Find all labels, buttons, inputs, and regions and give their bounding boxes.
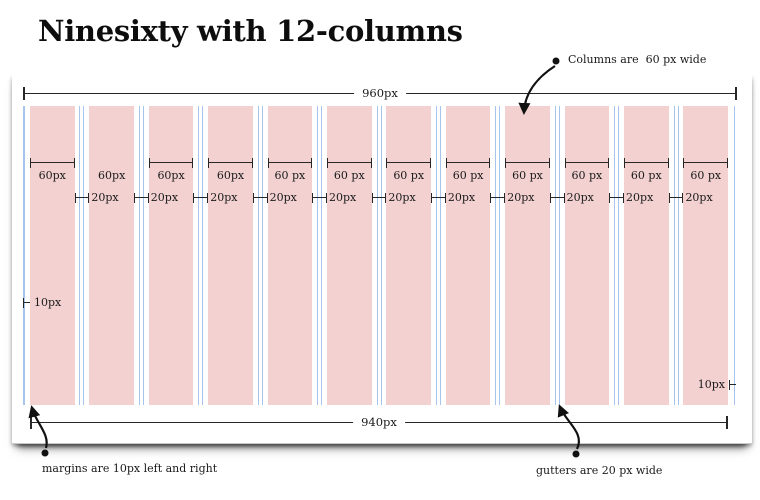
ruler-940: 940px <box>30 416 728 429</box>
note-gutters: gutters are 20 px wide <box>536 464 663 477</box>
note-margins-dot <box>41 449 49 457</box>
columns-container: 60px 10px 60px 20px 60px 20px 60px 20px 60 px 20p… <box>23 106 736 405</box>
column-width-bracket <box>683 158 728 168</box>
left-margin-bracket <box>23 298 30 308</box>
gutter-width-label: 20px <box>447 191 476 204</box>
gutter-width-label: 20px <box>626 191 654 204</box>
ruler-tick-right <box>726 416 728 429</box>
gutter-guide-lines <box>79 106 85 405</box>
ruler-960-label: 960px <box>354 87 406 100</box>
note-columns-dot <box>552 57 560 65</box>
gutter-guide-lines <box>673 106 679 405</box>
page-title: Ninesixty with 12-columns <box>38 14 463 48</box>
column-width-bracket <box>624 158 669 168</box>
column-width-bracket <box>386 158 431 168</box>
column-width-label: 60 px <box>630 169 662 182</box>
gutter-guide-lines <box>554 106 560 405</box>
note-margins: margins are 10px left and right <box>42 462 218 475</box>
gutter-width-bracket <box>490 193 506 203</box>
grid-sheet: 960px 60px 10px 60px 20px 60px 20px 60px 20px 60… <box>12 70 752 444</box>
column-width-label: 60px <box>38 169 66 182</box>
gutter-width-label: 20px <box>507 191 535 204</box>
gutter-width-label: 20px <box>388 191 416 204</box>
column-width-label: 60 px <box>393 169 425 182</box>
gutter-guide-lines <box>257 106 263 405</box>
column-width-bracket <box>445 158 491 168</box>
column-width-bracket <box>208 158 253 168</box>
left-margin-label: 10px <box>34 296 62 309</box>
gutter-width-label: 20px <box>329 191 357 204</box>
column-width-label: 60 px <box>571 169 603 182</box>
column-width-label: 60 px <box>274 169 306 182</box>
ruler-960: 960px <box>23 87 737 100</box>
gutter-width-bracket <box>371 193 387 203</box>
gutter-guide-lines <box>376 106 382 405</box>
right-margin-bracket <box>728 380 736 390</box>
column-width-bracket <box>327 158 372 168</box>
column-width-label: 60px <box>98 169 126 182</box>
gutter-guide-lines <box>435 106 441 405</box>
ruler-940-label: 940px <box>353 416 405 429</box>
column-width-label: 60px <box>216 169 245 182</box>
column-width-bracket <box>267 158 313 168</box>
gutter-guide-lines <box>198 106 204 405</box>
gutter-guide-lines <box>138 106 144 405</box>
grid-column: 60 px 20px <box>312 106 372 405</box>
gutter-width-bracket <box>133 193 149 203</box>
column-width-label: 60px <box>157 169 185 182</box>
gutter-width-bracket <box>193 193 209 203</box>
gutter-width-bracket <box>668 193 684 203</box>
gutter-width-bracket <box>74 193 90 203</box>
column-width-label: 60 px <box>452 169 484 182</box>
grid-column: 60 px 20px <box>549 106 610 405</box>
gutter-width-bracket <box>549 193 565 203</box>
column-width-label: 60 px <box>512 169 543 182</box>
gutter-width-label: 20px <box>269 191 297 204</box>
grid-column: 60 px 20px <box>490 106 550 405</box>
note-gutters-dot <box>572 450 580 458</box>
gutter-width-bracket <box>252 193 268 203</box>
ruler-tick-right <box>735 87 737 100</box>
grid-column: 60 px 20px 10px <box>668 106 736 405</box>
grid-column: 60 px 20px <box>430 106 491 405</box>
grid-column: 60px 20px <box>133 106 194 405</box>
gutter-guide-lines <box>614 106 620 405</box>
gutter-guide-lines <box>317 106 323 405</box>
column-width-bracket <box>564 158 610 168</box>
grid-column: 60px 20px <box>193 106 253 405</box>
grid-column: 60 px 20px <box>371 106 431 405</box>
right-margin-label: 10px <box>697 378 725 391</box>
gutter-width-label: 20px <box>210 191 238 204</box>
gutter-width-bracket <box>430 193 446 203</box>
column-width-bracket <box>505 158 550 168</box>
gutter-guide-lines <box>495 106 501 405</box>
right-margin-guide-line <box>733 106 735 405</box>
grid-column: 60px 20px <box>74 106 134 405</box>
column-width-label: 60 px <box>690 169 722 182</box>
gutter-width-bracket <box>609 193 625 203</box>
note-columns-width: Columns are 60 px wide <box>568 53 707 66</box>
left-margin-guide-line <box>23 106 25 405</box>
gutter-width-label: 20px <box>566 191 594 204</box>
column-width-bracket <box>30 158 75 168</box>
column-width-bracket <box>148 158 194 168</box>
column-width-label: 60 px <box>333 169 365 182</box>
grid-column: 60 px 20px <box>252 106 313 405</box>
gutter-width-label: 20px <box>91 191 119 204</box>
gutter-width-label: 20px <box>150 191 179 204</box>
grid-column: 60px 10px <box>23 106 75 405</box>
gutter-width-bracket <box>312 193 328 203</box>
gutter-width-label: 20px <box>685 191 713 204</box>
grid-column: 60 px 20px <box>609 106 669 405</box>
